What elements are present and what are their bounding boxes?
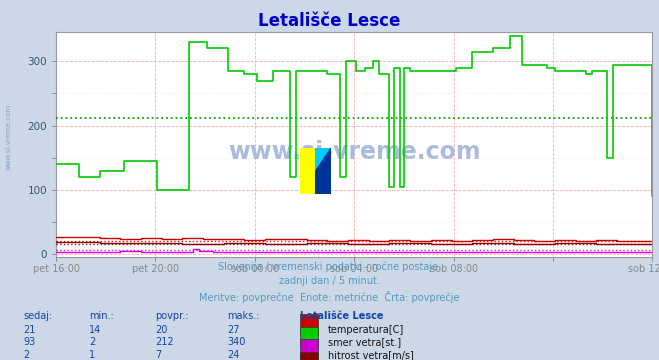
Text: Meritve: povprečne  Enote: metrične  Črta: povprečje: Meritve: povprečne Enote: metrične Črta:… — [199, 291, 460, 303]
Text: 21: 21 — [23, 325, 36, 335]
Text: 14: 14 — [89, 325, 101, 335]
Text: 2: 2 — [89, 337, 95, 347]
Text: maks.:: maks.: — [227, 311, 260, 321]
Polygon shape — [316, 148, 331, 171]
Text: 20: 20 — [155, 325, 167, 335]
Text: Letališče Lesce: Letališče Lesce — [258, 12, 401, 30]
Text: Slovenija / vremenski podatki - ročne postaje.: Slovenija / vremenski podatki - ročne po… — [218, 261, 441, 271]
Polygon shape — [300, 148, 316, 194]
Text: 93: 93 — [23, 337, 36, 347]
Text: 27: 27 — [227, 325, 240, 335]
Text: 1: 1 — [89, 350, 95, 360]
Text: 24: 24 — [227, 350, 240, 360]
Text: www.si-vreme.com: www.si-vreme.com — [228, 140, 480, 164]
Text: Letališče Lesce: Letališče Lesce — [300, 311, 384, 321]
Polygon shape — [316, 148, 331, 194]
Text: povpr.:: povpr.: — [155, 311, 188, 321]
Text: min.:: min.: — [89, 311, 114, 321]
Text: 212: 212 — [155, 337, 173, 347]
Text: hitrost vetra[m/s]: hitrost vetra[m/s] — [328, 350, 413, 360]
Text: sedaj:: sedaj: — [23, 311, 52, 321]
Text: 340: 340 — [227, 337, 246, 347]
Text: smer vetra[st.]: smer vetra[st.] — [328, 337, 401, 347]
Text: zadnji dan / 5 minut.: zadnji dan / 5 minut. — [279, 276, 380, 286]
Text: 2: 2 — [23, 350, 29, 360]
Text: www.si-vreme.com: www.si-vreme.com — [5, 104, 12, 170]
Text: 7: 7 — [155, 350, 161, 360]
Text: temperatura[C]: temperatura[C] — [328, 325, 404, 335]
